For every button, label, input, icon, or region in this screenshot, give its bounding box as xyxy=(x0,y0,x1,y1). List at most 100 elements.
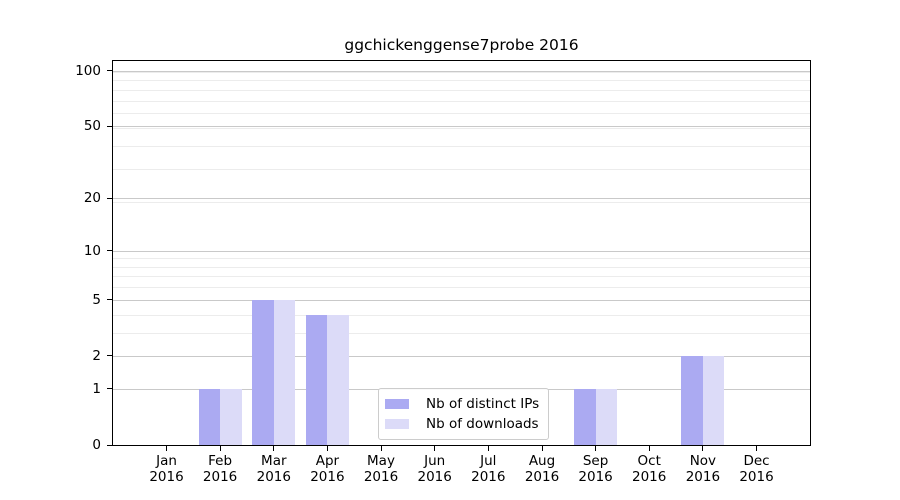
x-tick-label: Dec 2016 xyxy=(725,453,789,485)
x-tick-year: 2016 xyxy=(578,469,613,485)
x-tick-year: 2016 xyxy=(310,469,345,485)
y-tick-label: 0 xyxy=(92,437,101,453)
x-tick-month: Mar xyxy=(261,453,287,469)
y-gridline-minor xyxy=(113,332,810,334)
y-gridline-minor xyxy=(113,89,810,91)
y-gridline-minor xyxy=(113,266,810,268)
x-tick-month: Feb xyxy=(208,453,233,469)
x-tick-label: Jan 2016 xyxy=(135,453,199,485)
x-tick xyxy=(326,446,328,451)
x-tick-year: 2016 xyxy=(739,469,774,485)
x-tick xyxy=(595,446,597,451)
y-gridline-minor xyxy=(113,100,810,102)
bar-distinct-ips-mar xyxy=(252,299,274,445)
y-gridline-minor xyxy=(113,80,810,82)
x-tick-label: Sep 2016 xyxy=(564,453,628,485)
y-tick-label: 100 xyxy=(75,62,101,79)
y-tick-label: 1 xyxy=(92,380,101,397)
x-tick-year: 2016 xyxy=(256,469,291,485)
y-gridline-major xyxy=(113,70,810,72)
bar-downloads-sep xyxy=(595,388,618,445)
x-tick-year: 2016 xyxy=(632,469,667,485)
x-tick-month: Aug xyxy=(528,453,556,469)
x-tick-label: Jun 2016 xyxy=(403,453,467,485)
x-tick-label: Aug 2016 xyxy=(510,453,574,485)
y-tick xyxy=(107,299,112,301)
x-tick-year: 2016 xyxy=(149,469,184,485)
bar-distinct-ips-feb xyxy=(198,388,221,445)
x-tick-month: Oct xyxy=(637,453,661,469)
bar-downloads-apr xyxy=(327,314,349,445)
x-tick-month: Jun xyxy=(424,453,446,469)
y-tick xyxy=(107,197,112,199)
x-tick-month: Dec xyxy=(743,453,770,469)
y-gridline-minor xyxy=(113,202,810,204)
y-gridline-minor xyxy=(113,169,810,171)
x-tick-month: Jan xyxy=(156,453,177,469)
y-gridline-minor xyxy=(113,314,810,316)
x-tick-label: Feb 2016 xyxy=(188,453,252,485)
x-tick-label: Nov 2016 xyxy=(671,453,735,485)
x-tick xyxy=(541,446,543,451)
plot-area xyxy=(112,60,811,446)
x-tick-month: Nov xyxy=(689,453,717,469)
x-tick-label: Apr 2016 xyxy=(295,453,359,485)
x-tick-label: May 2016 xyxy=(349,453,413,485)
legend-swatch-distinct-ips-icon xyxy=(385,399,409,409)
y-gridline-minor xyxy=(113,113,810,114)
x-tick-year: 2016 xyxy=(363,469,399,485)
x-tick xyxy=(702,446,704,451)
chart-title: ggchickenggense7probe 2016 xyxy=(344,36,579,54)
x-tick xyxy=(166,446,167,451)
legend-label-downloads: Nb of downloads xyxy=(426,416,539,432)
legend-swatch-downloads-icon xyxy=(385,419,409,429)
y-gridline-minor xyxy=(113,258,810,260)
y-tick xyxy=(107,388,112,390)
legend: Nb of distinct IPs Nb of downloads xyxy=(378,388,550,440)
x-tick xyxy=(273,446,275,451)
y-tick xyxy=(107,444,112,446)
y-gridline-major xyxy=(113,198,810,200)
bar-downloads-mar xyxy=(273,299,296,445)
y-tick xyxy=(107,250,112,252)
x-tick-year: 2016 xyxy=(685,469,721,485)
x-tick-year: 2016 xyxy=(471,469,506,485)
x-tick-year: 2016 xyxy=(417,469,452,485)
legend-item-downloads: Nb of downloads xyxy=(385,415,539,433)
x-tick xyxy=(487,446,489,451)
y-tick xyxy=(107,70,112,72)
y-gridline-minor xyxy=(113,145,810,147)
x-tick-month: Sep xyxy=(582,453,609,469)
x-tick-label: Oct 2016 xyxy=(617,453,681,485)
legend-label-distinct-ips: Nb of distinct IPs xyxy=(426,396,540,412)
bar-distinct-ips-nov xyxy=(681,355,703,445)
x-tick-month: Apr xyxy=(315,453,340,469)
bar-downloads-feb xyxy=(220,388,242,445)
x-tick-year: 2016 xyxy=(202,469,238,485)
y-gridline-minor xyxy=(113,287,810,289)
y-tick xyxy=(107,125,112,127)
x-tick xyxy=(756,446,757,451)
bar-distinct-ips-apr xyxy=(305,314,328,445)
y-gridline-minor xyxy=(113,71,810,73)
y-tick-label: 2 xyxy=(92,347,101,364)
x-tick-label: Mar 2016 xyxy=(242,453,306,485)
y-tick-label: 50 xyxy=(83,118,101,135)
y-tick-label: 20 xyxy=(83,190,101,207)
legend-item-distinct-ips: Nb of distinct IPs xyxy=(385,395,539,413)
y-tick-label: 5 xyxy=(92,291,101,308)
x-tick-label: Jul 2016 xyxy=(456,453,520,485)
bar-distinct-ips-sep xyxy=(574,388,596,445)
bar-downloads-nov xyxy=(702,355,725,445)
y-gridline-major xyxy=(113,355,810,357)
x-tick xyxy=(648,446,650,451)
y-tick xyxy=(107,355,112,357)
x-tick xyxy=(219,446,221,451)
x-tick-month: Jul xyxy=(480,453,497,469)
y-gridline-major xyxy=(113,126,810,128)
y-gridline-major xyxy=(113,299,810,301)
x-tick-month: May xyxy=(367,453,395,469)
y-tick-label: 10 xyxy=(83,242,101,259)
y-gridline-major xyxy=(113,250,810,252)
